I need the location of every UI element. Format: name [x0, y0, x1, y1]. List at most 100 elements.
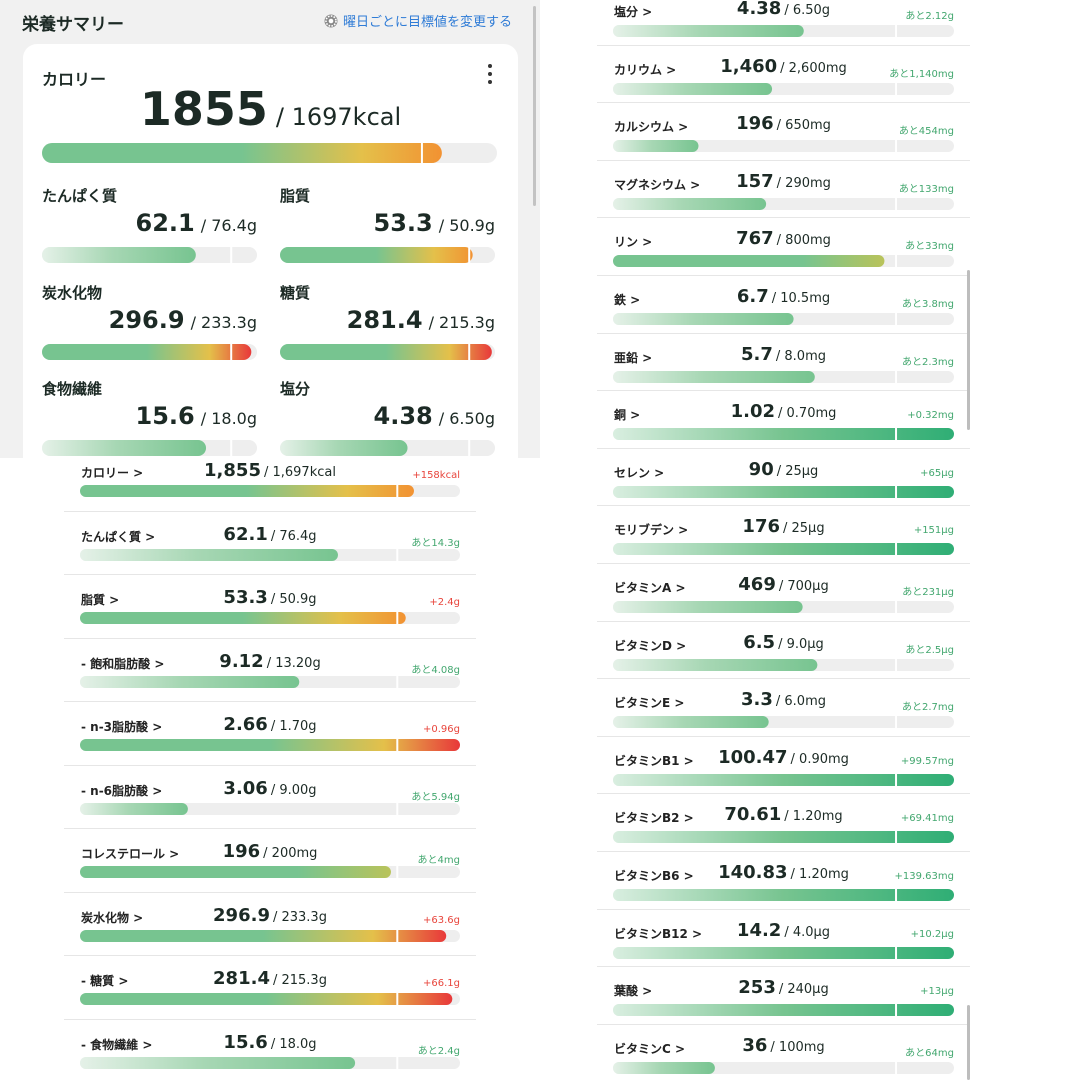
summary-cell-goal: / 50.9g — [438, 216, 495, 235]
change-goal-link-label: 曜日ごとに目標値を変更する — [342, 15, 512, 30]
nutrient-amount: 15.6 — [223, 1031, 268, 1053]
nutrient-row[interactable]: カロリー >1,855/ 1,697kcal +158kcal — [64, 448, 476, 512]
nutrient-row[interactable]: 鉄 >6.7/ 10.5mg あと3.8mg — [597, 276, 970, 334]
goal-marker — [895, 1004, 898, 1017]
nutrient-value: 253/ 240μg — [597, 977, 970, 998]
progress-bar-svg — [613, 485, 954, 498]
list-scrollbar[interactable] — [967, 1005, 970, 1080]
nutrient-difference: あと2.3mg — [902, 356, 954, 368]
change-goal-by-weekday-link[interactable]: 曜日ごとに目標値を変更する — [323, 11, 512, 30]
nutrient-row[interactable]: 脂質 >53.3/ 50.9g +2.4g — [64, 575, 476, 639]
nutrient-row[interactable]: ビタミンA >469/ 700μg あと231μg — [597, 564, 970, 622]
nutrient-row[interactable]: マグネシウム >157/ 290mg あと133mg — [597, 161, 970, 219]
goal-marker — [895, 140, 898, 153]
nutrient-value: 36/ 100mg — [597, 1035, 970, 1056]
nutrient-name: 葉酸 > — [614, 984, 653, 999]
nutrient-value: 2.66/ 1.70g — [64, 714, 476, 735]
nutrient-row[interactable]: 銅 >1.02/ 0.70mg +0.32mg — [597, 391, 970, 449]
nutrient-row[interactable]: ビタミンB12 >14.2/ 4.0μg +10.2μg — [597, 910, 970, 968]
nutrient-difference: +63.6g — [423, 914, 460, 926]
nutrient-amount: 253 — [738, 977, 776, 999]
nutrient-name: マグネシウム > — [614, 177, 701, 192]
nutrient-progress-bar — [613, 716, 954, 729]
nutrient-row[interactable]: ビタミンB1 >100.47/ 0.90mg +99.57mg — [597, 737, 970, 795]
goal-marker — [895, 255, 898, 268]
goal-marker — [396, 929, 399, 942]
goal-marker — [895, 889, 898, 901]
nutrient-value: 62.1/ 76.4g — [64, 524, 476, 545]
summary-cell-bar — [280, 247, 495, 263]
progress-bar-svg — [613, 773, 954, 786]
goal-marker — [895, 658, 898, 671]
nutrient-progress-bar — [80, 485, 460, 497]
nutrient-goal: / 0.90mg — [790, 751, 849, 767]
nutrient-row[interactable]: カルシウム >196/ 650mg あと454mg — [597, 103, 970, 161]
nutrient-row[interactable]: リン >767/ 800mg あと33mg — [597, 218, 970, 276]
goal-marker — [895, 428, 898, 441]
nutrient-row[interactable]: - n-3脂肪酸 >2.66/ 1.70g +0.96g — [64, 702, 476, 766]
nutrient-row[interactable]: - n-6脂肪酸 >3.06/ 9.00g あと5.94g — [64, 766, 476, 829]
progress-fill — [80, 485, 414, 497]
nutrient-progress-bar — [80, 548, 460, 561]
nutrient-amount: 140.83 — [718, 862, 788, 883]
nutrient-value: 90/ 25μg — [597, 459, 970, 480]
nutrient-row[interactable]: - 飽和脂肪酸 >9.12/ 13.20g あと4.08g — [64, 639, 476, 702]
more-options-button[interactable] — [480, 62, 500, 86]
nutrient-amount: 296.9 — [213, 904, 270, 926]
nutrient-difference: あと2.5μg — [905, 644, 954, 656]
nutrient-goal: / 240μg — [778, 982, 829, 998]
nutrient-row[interactable]: モリブデン >176/ 25μg +151μg — [597, 506, 970, 564]
nutrient-row[interactable]: ビタミンB6 >140.83/ 1.20mg +139.63mg — [597, 852, 970, 910]
summary-cell-goal: / 215.3g — [428, 313, 495, 332]
progress-fill — [42, 344, 252, 360]
progress-bar-svg — [42, 247, 257, 263]
nutrient-row[interactable]: ビタミンE >3.3/ 6.0mg あと2.7mg — [597, 679, 970, 737]
nutrient-value: 53.3/ 50.9g — [64, 587, 476, 608]
nutrient-amount: 5.7 — [741, 343, 773, 365]
nutrient-progress-bar — [613, 658, 954, 671]
nutrient-progress-bar — [613, 831, 954, 844]
progress-bar-svg — [280, 344, 495, 360]
summary-scrollbar[interactable] — [533, 6, 536, 206]
list-scrollbar[interactable] — [967, 270, 970, 430]
progress-fill — [280, 344, 492, 360]
nutrient-row[interactable]: たんぱく質 >62.1/ 76.4g あと14.3g — [64, 512, 476, 575]
nutrient-goal: / 9.0μg — [778, 636, 824, 652]
progress-bar-svg — [613, 601, 954, 613]
progress-fill — [613, 82, 773, 95]
nutrient-difference: +0.96g — [423, 724, 460, 735]
summary-cell-name: 脂質 — [280, 187, 311, 205]
nutrient-row[interactable]: 塩分 >4.38/ 6.50g あと2.12g — [597, 0, 970, 46]
nutrient-row[interactable]: ビタミンB2 >70.61/ 1.20mg +69.41mg — [597, 794, 970, 852]
nutrient-row[interactable]: カリウム >1,460/ 2,600mg あと1,140mg — [597, 46, 970, 104]
summary-title: 栄養サマリー — [22, 15, 124, 35]
nutrient-progress-bar — [80, 739, 460, 751]
nutrient-name: ビタミンE > — [614, 696, 685, 711]
nutrient-row[interactable]: 亜鉛 >5.7/ 8.0mg あと2.3mg — [597, 334, 970, 392]
nutrient-row[interactable]: 炭水化物 >296.9/ 233.3g +63.6g — [64, 893, 476, 956]
progress-bar-svg — [613, 889, 954, 901]
progress-bar-svg — [613, 1004, 954, 1017]
nutrient-goal: / 13.20g — [266, 655, 321, 671]
nutrient-goal: / 233.3g — [272, 909, 327, 925]
nutrient-row[interactable]: ビタミンC >36/ 100mg あと64mg — [597, 1025, 970, 1080]
nutrient-value: 6.5/ 9.0μg — [597, 632, 970, 653]
nutrient-goal: / 10.5mg — [771, 291, 831, 306]
nutrient-progress-bar — [613, 1061, 954, 1074]
nutrient-row[interactable]: セレン >90/ 25μg +65μg — [597, 449, 970, 507]
nutrient-amount: 3.3 — [741, 689, 773, 711]
nutrient-row[interactable]: - 食物繊維 >15.6/ 18.0g あと2.4g — [64, 1020, 476, 1080]
progress-fill — [80, 866, 391, 878]
nutrient-progress-bar — [613, 82, 954, 95]
nutrient-row[interactable]: コレステロール >196/ 200mg あと4mg — [64, 829, 476, 893]
goal-marker — [895, 1061, 898, 1074]
progress-fill — [280, 247, 473, 263]
nutrient-row[interactable]: ビタミンD >6.5/ 9.0μg あと2.5μg — [597, 622, 970, 680]
progress-fill — [80, 675, 300, 688]
nutrient-row[interactable]: - 糖質 >281.4/ 215.3g +66.1g — [64, 956, 476, 1020]
nutrient-row[interactable]: 葉酸 >253/ 240μg +13μg — [597, 967, 970, 1025]
nutrient-name: たんぱく質 > — [81, 529, 156, 544]
nutrient-progress-bar — [613, 140, 954, 153]
nutrient-difference: あと2.12g — [905, 11, 954, 22]
nutrient-difference: +2.4g — [429, 597, 460, 608]
